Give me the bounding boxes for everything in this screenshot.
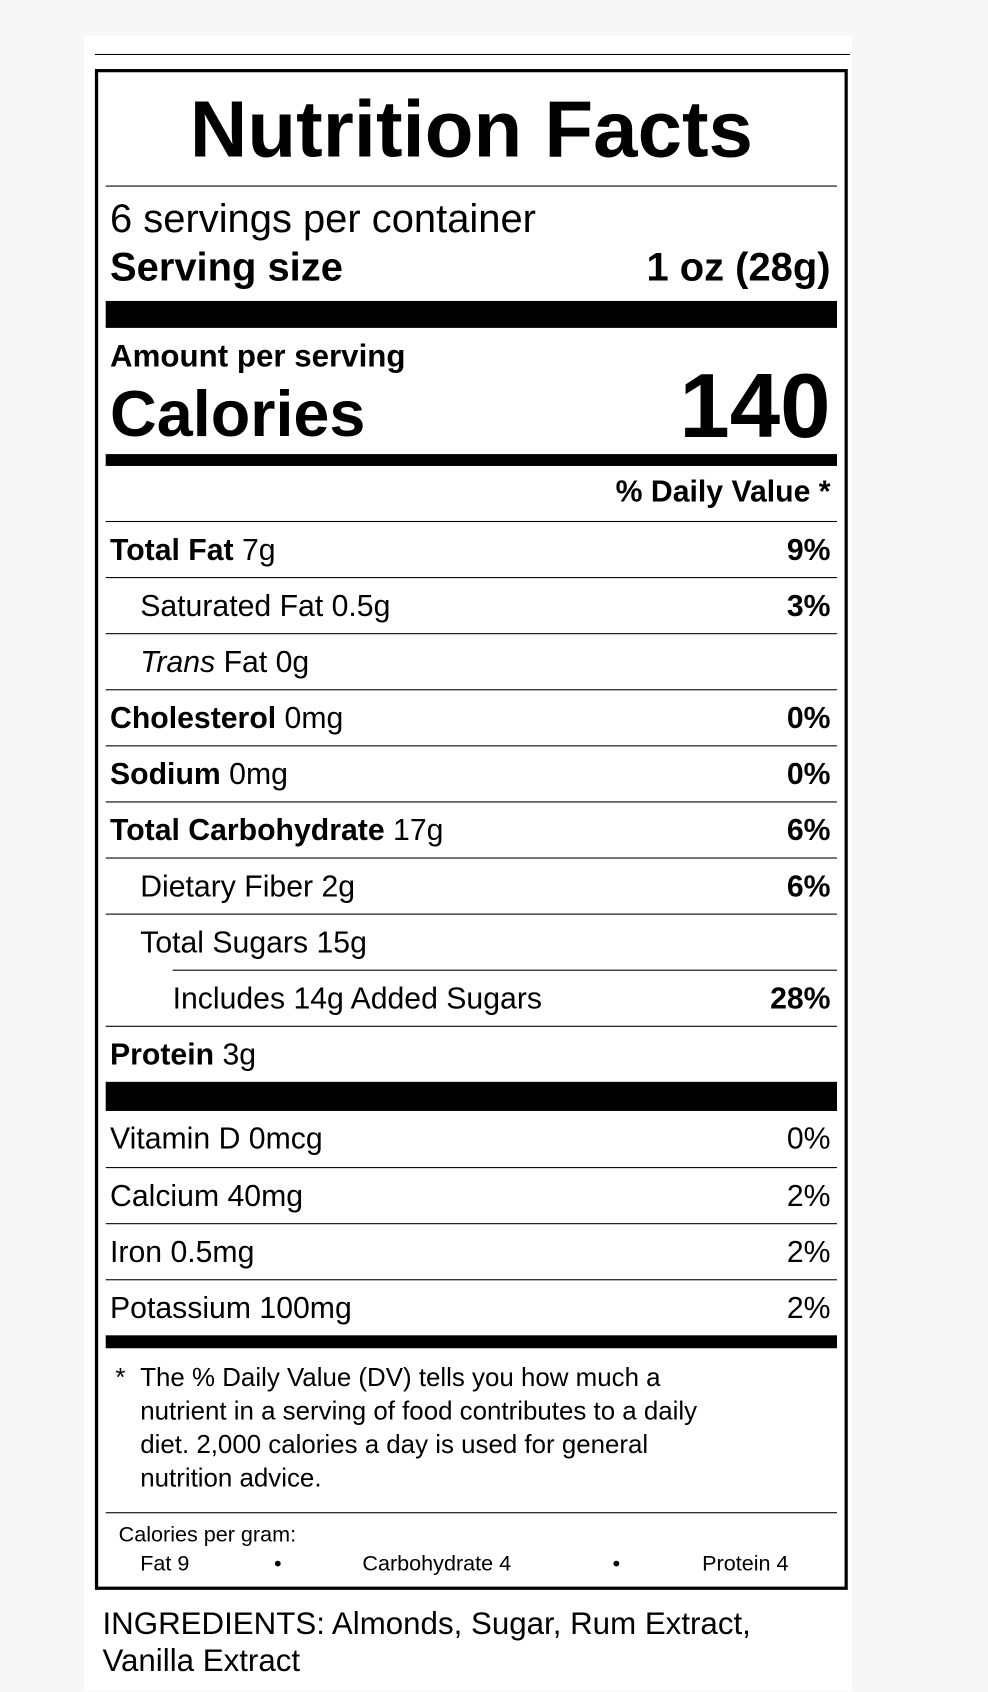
label-box — [94, 69, 848, 1590]
nutrient-amount: 0mg — [284, 700, 344, 734]
footnote-line: nutrition advice. — [140, 1463, 322, 1493]
nutrient-row: Total Fat 7g 9% — [105, 520, 837, 577]
nutrient-name: Total Fat — [110, 532, 234, 566]
footnote-asterisk: * — [115, 1363, 126, 1393]
nutrient-amount: 0mg — [229, 756, 288, 791]
nutrient-amount: 7g — [242, 532, 276, 566]
separator: • — [612, 1552, 621, 1576]
vitamin-row: Iron 0.5mg 2% — [105, 1223, 837, 1279]
nutrient-amount: 3g — [222, 1037, 257, 1071]
calories-per-gram-item: Carbohydrate 4 — [362, 1552, 512, 1576]
nutrient-amount: 17g — [393, 812, 444, 847]
top-rule — [94, 53, 850, 56]
serving-size-value: 1 oz (28g) — [646, 244, 831, 290]
nutrient-name: Includes 14g Added Sugars — [172, 980, 542, 1015]
separator: • — [273, 1552, 282, 1576]
nutrient-dv: 6% — [786, 868, 831, 903]
rule — [105, 1512, 837, 1514]
calories-per-gram-title: Calories per gram: — [118, 1522, 297, 1547]
amount-per-serving: Amount per serving — [110, 339, 406, 375]
vitamin-name: Vitamin D 0mcg — [110, 1121, 323, 1156]
vitamin-name: Calcium 40mg — [110, 1178, 304, 1212]
footnote-line: diet. 2,000 calories a day is used for g… — [140, 1430, 649, 1460]
title: Nutrition Facts — [189, 84, 753, 174]
nutrient-row: Dietary Fiber 2g 6% — [105, 857, 837, 913]
calories-value: 140 — [679, 354, 831, 457]
rule — [105, 185, 837, 187]
nutrient-row: Saturated Fat 0.5g 3% — [105, 577, 837, 633]
vitamin-row: Potassium 100mg 2% — [105, 1279, 837, 1335]
nutrient-dv: 3% — [786, 588, 831, 622]
vitamin-dv: 2% — [786, 1234, 831, 1268]
nutrient-name-italic: Trans — [140, 644, 216, 678]
nutrient-name: Fat 0g — [223, 644, 310, 678]
ingredients-line: Vanilla Extract — [102, 1643, 301, 1679]
nutrient-dv: 6% — [786, 812, 831, 847]
ingredients-line: INGREDIENTS: Almonds, Sugar, Rum Extract… — [102, 1607, 751, 1642]
vitamin-dv: 2% — [786, 1290, 831, 1324]
footnote-line: The % Daily Value (DV) tells you how muc… — [140, 1363, 661, 1393]
nutrient-name: Sodium — [110, 756, 221, 791]
medium-bar — [105, 454, 837, 466]
thick-bar — [105, 1081, 837, 1111]
nutrient-dv: 0% — [786, 700, 831, 734]
nutrient-row: Trans Fat 0g — [105, 633, 837, 689]
daily-value-header: % Daily Value * — [615, 474, 831, 509]
vitamin-row: Vitamin D 0mcg 0% — [106, 1111, 837, 1167]
servings: 6 servings per container — [110, 196, 536, 241]
nutrient-row: Cholesterol 0mg 0% — [105, 689, 837, 745]
nutrient-row: Includes 14g Added Sugars 28% — [172, 969, 837, 1026]
vitamin-name: Potassium 100mg — [110, 1290, 352, 1324]
nutrient-dv: 0% — [786, 756, 831, 791]
nutrient-name: Dietary Fiber 2g — [140, 868, 356, 903]
calories-label: Calories — [110, 377, 366, 450]
nutrient-row: Total Sugars 15g — [105, 913, 837, 970]
thick-bar — [105, 300, 837, 328]
calories-per-gram-item: Fat 9 — [140, 1552, 190, 1576]
nutrient-name: Saturated Fat 0.5g — [140, 588, 391, 622]
nutrient-dv: 9% — [786, 532, 831, 566]
nutrient-name: Protein — [110, 1037, 215, 1071]
nutrient-row: Protein 3g — [105, 1025, 837, 1082]
nutrient-name: Total Sugars 15g — [140, 924, 367, 959]
nutrient-name: Cholesterol — [110, 700, 277, 734]
vitamin-name: Iron 0.5mg — [110, 1234, 255, 1268]
nutrient-row: Sodium 0mg 0% — [105, 745, 837, 801]
footnote-line: nutrient in a serving of food contribute… — [140, 1396, 698, 1426]
vitamin-dv: 2% — [786, 1178, 831, 1212]
vitamin-row: Calcium 40mg 2% — [105, 1167, 837, 1223]
medium-bar — [105, 1335, 837, 1349]
calories-per-gram-item: Protein 4 — [702, 1552, 789, 1576]
nutrient-name: Total Carbohydrate — [110, 812, 385, 847]
vitamin-dv: 0% — [786, 1121, 831, 1156]
serving-size-label: Serving size — [110, 244, 343, 290]
nutrient-row: Total Carbohydrate 17g 6% — [105, 801, 837, 857]
nutrient-dv: 28% — [770, 980, 831, 1015]
